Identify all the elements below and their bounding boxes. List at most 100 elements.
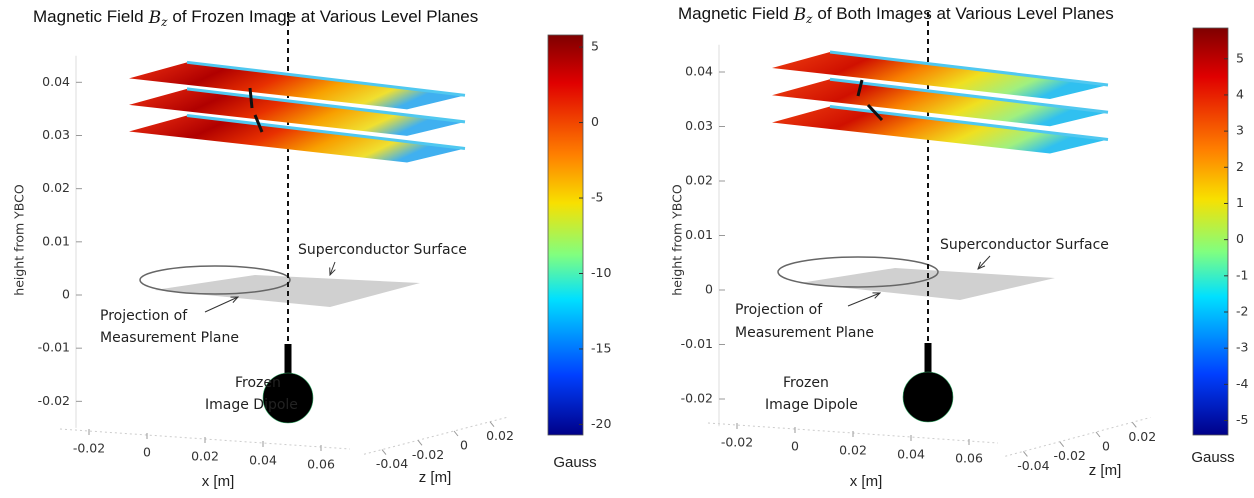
superconductor-outline <box>139 265 291 295</box>
colorbar-tick-label: 5 <box>1236 50 1244 65</box>
title-prefix: Magnetic Field <box>678 4 789 23</box>
y-tick-label: -0.02 <box>412 447 444 462</box>
y-axis-label: z [m] <box>1089 462 1122 479</box>
annotation-arrow <box>330 261 335 275</box>
title-suffix: of Frozen Image at Various Level Planes <box>172 7 478 26</box>
dipole-stem <box>284 344 292 384</box>
dipole-ball <box>262 372 314 424</box>
plane-edge <box>186 114 466 150</box>
plane-edge <box>829 50 1109 87</box>
z-tick-label: -0.02 <box>38 393 70 408</box>
y-axis-label: z [m] <box>419 469 452 486</box>
level-plane <box>772 106 1108 154</box>
z-tick-label: 0 <box>705 282 713 297</box>
colorbar-label: Gauss <box>1191 449 1234 466</box>
plane-edge <box>186 87 466 124</box>
title-suffix: of Both Images at Various Level Planes <box>817 4 1113 23</box>
x-axis-label: x [m] <box>202 473 235 490</box>
y-tick-label: -0.04 <box>376 456 408 471</box>
z-axis-label: height from YBCO <box>12 184 27 296</box>
z-tick-label: -0.02 <box>681 391 713 406</box>
y-tick-label: 0.02 <box>1128 429 1156 444</box>
title-prefix: Magnetic Field <box>33 7 144 26</box>
superconductor-outline <box>777 256 939 288</box>
annotation: Projection of <box>735 302 823 318</box>
z-tick-label: -0.01 <box>38 340 70 355</box>
z-tick-label: 0.01 <box>42 233 70 248</box>
level-plane <box>129 88 465 136</box>
z-tick-label: 0.01 <box>685 227 713 242</box>
x-tick-label: 0.02 <box>191 449 219 464</box>
x-tick-label: 0 <box>143 445 151 460</box>
field-line <box>248 87 254 109</box>
z-tick-label: -0.01 <box>681 336 713 351</box>
panel: Magnetic Field Bz of Both Images at Variou… <box>670 4 1249 489</box>
title-subscript: z <box>160 15 168 29</box>
x-tick-label: 0.04 <box>249 453 277 468</box>
colorbar-tick-label: -2 <box>1236 303 1248 318</box>
panel: Magnetic Field Bz of Frozen Image at Vario… <box>12 7 612 489</box>
y-tick <box>1059 441 1065 448</box>
dipole-stem <box>924 343 932 383</box>
x-tick-label: -0.02 <box>73 441 105 456</box>
x-axis-label: x [m] <box>850 473 883 490</box>
plane-edge <box>829 77 1109 114</box>
field-line <box>866 103 884 122</box>
x-tick-label: 0.02 <box>839 443 867 458</box>
x-tick-label: -0.02 <box>721 435 753 450</box>
y-axis-line <box>1005 416 1151 457</box>
colorbar-tick-label: 4 <box>1236 86 1244 101</box>
y-tick-label: 0 <box>1102 439 1110 454</box>
colorbar <box>1192 27 1229 436</box>
title-subscript: z <box>805 12 813 26</box>
colorbar-tick-label: 5 <box>591 39 599 54</box>
z-axis-label: height from YBCO <box>670 184 685 296</box>
colorbar-tick-label: -5 <box>591 190 603 205</box>
dipole-ball <box>902 371 954 423</box>
annotation-arrow <box>204 297 238 313</box>
z-tick-label: 0.03 <box>685 118 713 133</box>
x-tick-label: 0 <box>791 439 799 454</box>
colorbar-tick-label: -3 <box>1236 340 1248 355</box>
colorbar-tick-label: -4 <box>1236 376 1249 391</box>
colorbar-tick-label: -1 <box>1236 267 1248 282</box>
x-tick-label: 0.06 <box>955 451 983 466</box>
chart-title: Magnetic Field Bz of Both Images at Variou… <box>678 4 1114 25</box>
annotation: Superconductor Surface <box>298 242 467 258</box>
plane-edge <box>186 60 466 97</box>
z-tick-label: 0.03 <box>42 127 70 142</box>
annotation: Frozen <box>783 375 829 391</box>
colorbar-tick-label: -15 <box>591 340 611 355</box>
y-tick-label: -0.04 <box>1017 458 1049 473</box>
annotation-arrow <box>847 293 880 307</box>
level-plane <box>129 115 465 163</box>
y-tick-label: 0.02 <box>486 428 514 443</box>
y-tick <box>489 421 495 428</box>
annotation: Measurement Plane <box>100 330 239 346</box>
y-tick <box>417 439 423 446</box>
annotation: Frozen <box>235 375 281 391</box>
level-plane <box>129 62 465 110</box>
annotation: Projection of <box>100 308 188 324</box>
y-tick <box>1095 431 1101 438</box>
field-line <box>856 79 864 97</box>
chart-title: Magnetic Field Bz of Frozen Image at Vario… <box>33 7 478 28</box>
title-symbol: B <box>148 8 162 28</box>
z-tick-label: 0.04 <box>685 64 713 79</box>
colorbar-tick-label: -20 <box>591 416 611 431</box>
title-symbol: B <box>793 5 807 25</box>
level-plane <box>772 79 1108 127</box>
x-tick-label: 0.04 <box>897 447 925 462</box>
z-tick-label: 0 <box>62 287 70 302</box>
y-tick <box>1023 451 1028 457</box>
colorbar-tick-label: 0 <box>591 114 599 129</box>
y-tick <box>1131 421 1137 428</box>
colorbar-tick-label: 3 <box>1236 123 1244 138</box>
z-tick-label: 0.04 <box>42 74 70 89</box>
annotation: Image Dipole <box>765 397 858 413</box>
annotation: Measurement Plane <box>735 325 874 341</box>
z-tick-label: 0.02 <box>42 180 70 195</box>
colorbar-label: Gauss <box>553 454 596 471</box>
y-tick <box>381 449 387 455</box>
